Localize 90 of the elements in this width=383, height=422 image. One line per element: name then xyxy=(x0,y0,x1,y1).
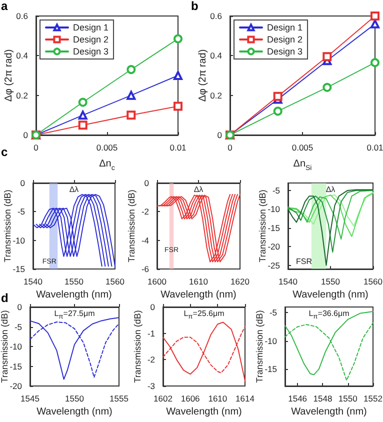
chart-title: b xyxy=(191,0,198,13)
x-tick-label: 1550 xyxy=(64,276,84,286)
x-tick-label: 1602 xyxy=(154,394,173,404)
chart-title: a xyxy=(1,0,8,13)
legend-label: Design 3 xyxy=(267,46,303,56)
x-tick-label: 0 xyxy=(34,142,39,152)
y-tick-label: 0 xyxy=(17,302,22,312)
y-tick-label: -10 xyxy=(268,204,280,214)
x-tick-label: 1552 xyxy=(364,394,383,404)
legend-label: Design 3 xyxy=(73,46,109,56)
y-tick-label: -2 xyxy=(147,354,156,365)
x-tick-label: 1610 xyxy=(189,276,208,286)
chart-title: d xyxy=(1,291,8,305)
x-axis-title: Wavelength (nm) xyxy=(166,406,242,418)
x-axis-title: Wavelength (nm) xyxy=(160,290,236,300)
x-tick-label: 0.005 xyxy=(96,142,118,152)
y-tick-label: -20 xyxy=(10,381,22,391)
y-axis-title: Transmission (dB) xyxy=(2,190,12,262)
y-tick-label: 0 xyxy=(23,130,28,140)
annotation: L$_{π}$=27.5μm xyxy=(53,309,96,323)
y-axis-title: Transmission (dB) xyxy=(254,310,264,383)
x-tick-label: 1560 xyxy=(364,276,383,286)
y-axis-title: Δφ (2π rad) xyxy=(4,49,14,102)
y-tick-label: -20 xyxy=(268,242,280,252)
legend-label: Design 1 xyxy=(73,22,109,32)
y-tick-label: -10 xyxy=(12,235,26,246)
y-tick-label: -2 xyxy=(141,206,150,217)
y-tick-label: -5 xyxy=(14,322,22,332)
y-tick-label: -15 xyxy=(12,264,26,274)
legend-label: Design 2 xyxy=(267,34,303,44)
legend-label: Design 2 xyxy=(73,34,109,44)
annotation: L$_{π}$=36.6μm xyxy=(308,309,350,323)
y-tick-label: 0.6 xyxy=(16,11,28,21)
y-tick-label: -15 xyxy=(264,364,278,374)
y-tick-label: 0 xyxy=(144,178,150,188)
legend-label: Design 1 xyxy=(267,22,303,32)
y-tick-label: -25 xyxy=(268,260,280,270)
y-tick-label: 0 xyxy=(217,130,222,140)
x-axis-title: Wavelength (nm) xyxy=(292,290,368,300)
x-tick-label: 1555 xyxy=(110,394,129,404)
y-tick-label: -6 xyxy=(141,264,150,274)
x-tick-label: 1550 xyxy=(321,276,340,286)
annotation: Δλ xyxy=(192,185,204,195)
x-axis-title: Wavelength (nm) xyxy=(36,406,112,418)
annotation: L$_{π}$=25.6μm xyxy=(182,309,226,323)
annotation: Δλ xyxy=(324,185,336,195)
x-tick-label: 1606 xyxy=(180,394,200,404)
x-tick-label: 1560 xyxy=(106,276,125,286)
y-tick-label: -5 xyxy=(17,206,26,217)
y-tick-label: -10 xyxy=(264,336,278,346)
y-tick-label: 0 xyxy=(20,178,26,188)
x-tick-label: 1600 xyxy=(148,276,167,286)
x-tick-label: 1550 xyxy=(338,394,358,404)
y-tick-label: -3 xyxy=(147,381,156,391)
y-tick-label: 0 xyxy=(150,302,156,312)
y-tick-label: 0.2 xyxy=(210,90,222,100)
x-tick-label: 0.01 xyxy=(366,142,383,152)
y-axis-title: Transmission (dB) xyxy=(126,190,136,262)
y-axis-title: Transmission (dB) xyxy=(0,310,10,383)
y-tick-label: -15 xyxy=(10,361,22,372)
x-tick-label: 1545 xyxy=(20,394,40,404)
y-tick-label: 0.4 xyxy=(210,50,222,61)
y-tick-label: 0.2 xyxy=(16,90,28,100)
x-tick-label: 0.01 xyxy=(170,142,187,152)
y-tick-label: -4 xyxy=(141,235,150,246)
y-tick-label: -10 xyxy=(10,342,22,352)
x-tick-label: 1548 xyxy=(313,394,332,404)
x-tick-label: 0.005 xyxy=(292,142,314,152)
y-tick-label: -5 xyxy=(272,185,280,196)
annotation: Δλ xyxy=(68,185,80,195)
x-axis-title: Wavelength (nm) xyxy=(36,290,112,300)
x-tick-label: 1540 xyxy=(278,276,298,286)
x-tick-label: 0 xyxy=(228,142,233,152)
x-tick-label: 1540 xyxy=(24,276,43,286)
y-tick-label: -1 xyxy=(147,328,156,338)
chart-title: c xyxy=(1,145,8,159)
y-tick-label: 0.4 xyxy=(16,50,28,61)
y-tick-label: -5 xyxy=(269,308,278,318)
annotation: FSR xyxy=(296,257,313,267)
x-tick-label: 1546 xyxy=(288,394,308,404)
y-axis-title: Transmission (dB) xyxy=(258,190,268,262)
y-axis-title: Transmission (dB) xyxy=(132,310,142,383)
x-tick-label: 1614 xyxy=(236,394,255,404)
y-tick-label: 0.6 xyxy=(210,11,222,21)
y-tick-label: -15 xyxy=(268,222,280,233)
x-tick-label: 1610 xyxy=(208,394,228,404)
x-tick-label: 1550 xyxy=(65,394,84,404)
x-tick-label: 1620 xyxy=(230,276,250,286)
y-axis-title: Δφ (2π rad) xyxy=(198,49,208,102)
x-axis-title: Wavelength (nm) xyxy=(291,406,367,418)
